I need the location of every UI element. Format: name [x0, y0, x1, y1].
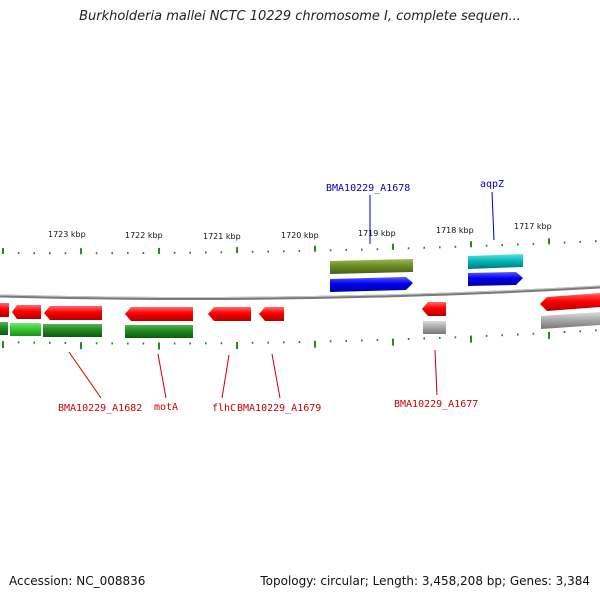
ruler-label-1719: 1719 kbp: [358, 229, 396, 238]
gene-label-flhC[interactable]: flhC: [212, 403, 236, 414]
leader-a1679: [271, 353, 281, 399]
feature-cyan-aqpZ[interactable]: [468, 254, 523, 269]
leader-flhC: [221, 354, 230, 399]
ruler-label-1718: 1718 kbp: [436, 226, 474, 235]
feature-green-0[interactable]: [0, 322, 8, 335]
feature-green-motA[interactable]: [125, 325, 193, 338]
feature-red-flhC[interactable]: [208, 307, 251, 321]
ruler-label-1720: 1720 kbp: [281, 231, 319, 240]
gene-label-a1677[interactable]: BMA10229_A1677: [394, 399, 478, 410]
leader-a1682: [68, 351, 102, 399]
footer-summary: Topology: circular; Length: 3,458,208 bp…: [260, 574, 590, 588]
backbone-line: [0, 285, 600, 301]
ruler-label-1723: 1723 kbp: [48, 230, 86, 239]
page-title: Burkholderia mallei NCTC 10229 chromosom…: [79, 9, 521, 24]
feature-green-a1682[interactable]: [43, 324, 102, 337]
backbone-highlight: [0, 285, 600, 299]
feature-grey-a1677[interactable]: [423, 321, 446, 334]
feature-red-a1677[interactable]: [422, 302, 446, 316]
feature-red-0[interactable]: [0, 303, 9, 317]
feature-blue-aqpZ[interactable]: [468, 272, 523, 286]
feature-red-right[interactable]: [540, 293, 600, 311]
ruler-ticks-upper: [2, 238, 597, 255]
feature-red-a1679[interactable]: [259, 307, 284, 321]
feature-red-1[interactable]: [12, 305, 41, 319]
gene-label-aqpZ[interactable]: aqpZ: [480, 179, 504, 190]
feature-lightgreen-1[interactable]: [10, 323, 41, 336]
feature-blue-a1678[interactable]: [330, 277, 413, 292]
feature-red-motA[interactable]: [125, 307, 193, 321]
footer-accession: Accession: NC_008836: [9, 574, 146, 588]
feature-olive-a1678[interactable]: [330, 259, 413, 274]
leader-motA: [157, 353, 167, 399]
ruler-ticks-lower: [2, 329, 597, 350]
gene-label-motA[interactable]: motA: [154, 402, 178, 413]
gene-label-a1678[interactable]: BMA10229_A1678: [326, 183, 410, 194]
feature-red-a1682[interactable]: [44, 306, 102, 320]
ruler-label-1721: 1721 kbp: [203, 232, 241, 241]
feature-grey-right[interactable]: [541, 312, 600, 329]
ruler-label-1722: 1722 kbp: [125, 231, 163, 240]
leader-a1677: [434, 349, 438, 396]
gene-label-a1679[interactable]: BMA10229_A1679: [237, 403, 321, 414]
ruler-label-1717: 1717 kbp: [514, 222, 552, 231]
gene-label-a1682[interactable]: BMA10229_A1682: [58, 403, 142, 414]
leader-aqpZ: [491, 191, 495, 241]
